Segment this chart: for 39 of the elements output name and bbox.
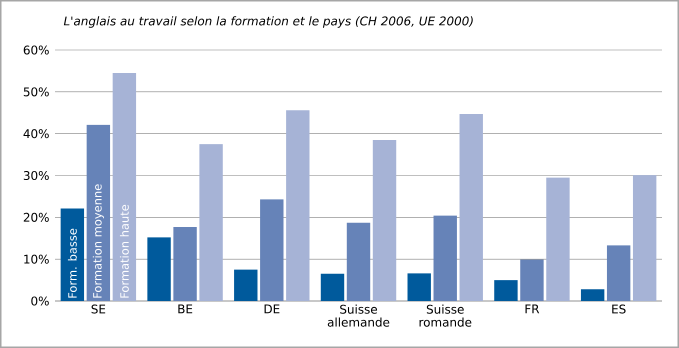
y-tick-label: 20%	[24, 212, 49, 222]
bar	[112, 73, 136, 301]
x-tick-label: FR	[526, 304, 540, 314]
x-tick-label: Suisse romande	[420, 304, 472, 327]
bar	[434, 216, 457, 301]
bar	[199, 144, 223, 301]
y-tick-label: 10%	[24, 254, 49, 264]
bar	[173, 226, 197, 301]
y-tick-label: 30%	[24, 170, 49, 180]
bar	[234, 270, 258, 301]
y-tick-label: 60%	[24, 45, 49, 55]
x-tick-label: Suisse allemande	[328, 304, 390, 327]
series-label: Formation moyenne	[92, 184, 104, 298]
bar	[520, 260, 544, 301]
x-tick-label: ES	[612, 304, 626, 314]
bar	[494, 280, 518, 301]
bar	[320, 274, 344, 301]
chart-title: L'anglais au travail selon la formation et le pays (CH 2006, UE 2000)	[64, 16, 473, 28]
bar	[60, 208, 84, 301]
x-tick-label: SE	[92, 304, 106, 314]
x-tick-label: BE	[178, 304, 192, 314]
bar	[546, 178, 570, 301]
series-label: Form. basse	[68, 228, 77, 298]
bar	[372, 140, 396, 301]
bar	[147, 237, 171, 301]
y-tick-label: 0%	[31, 296, 49, 306]
bar	[606, 245, 630, 301]
bar	[260, 199, 284, 301]
bar	[346, 222, 370, 301]
y-tick-label: 50%	[24, 87, 49, 96]
bar	[580, 289, 604, 301]
bar	[86, 124, 110, 301]
bar	[460, 114, 483, 301]
x-tick-label: DE	[264, 304, 280, 314]
bar	[632, 175, 656, 301]
bar	[286, 110, 310, 301]
bar	[408, 273, 431, 301]
y-tick-label: 40%	[23, 129, 49, 138]
series-label: Formation haute	[120, 204, 129, 298]
